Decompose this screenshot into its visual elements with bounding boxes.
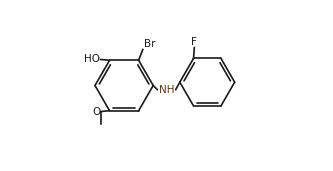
Text: F: F [191,37,197,47]
Text: NH: NH [159,86,174,95]
Text: O: O [92,107,101,116]
Text: Br: Br [144,39,155,49]
Text: HO: HO [84,55,100,64]
